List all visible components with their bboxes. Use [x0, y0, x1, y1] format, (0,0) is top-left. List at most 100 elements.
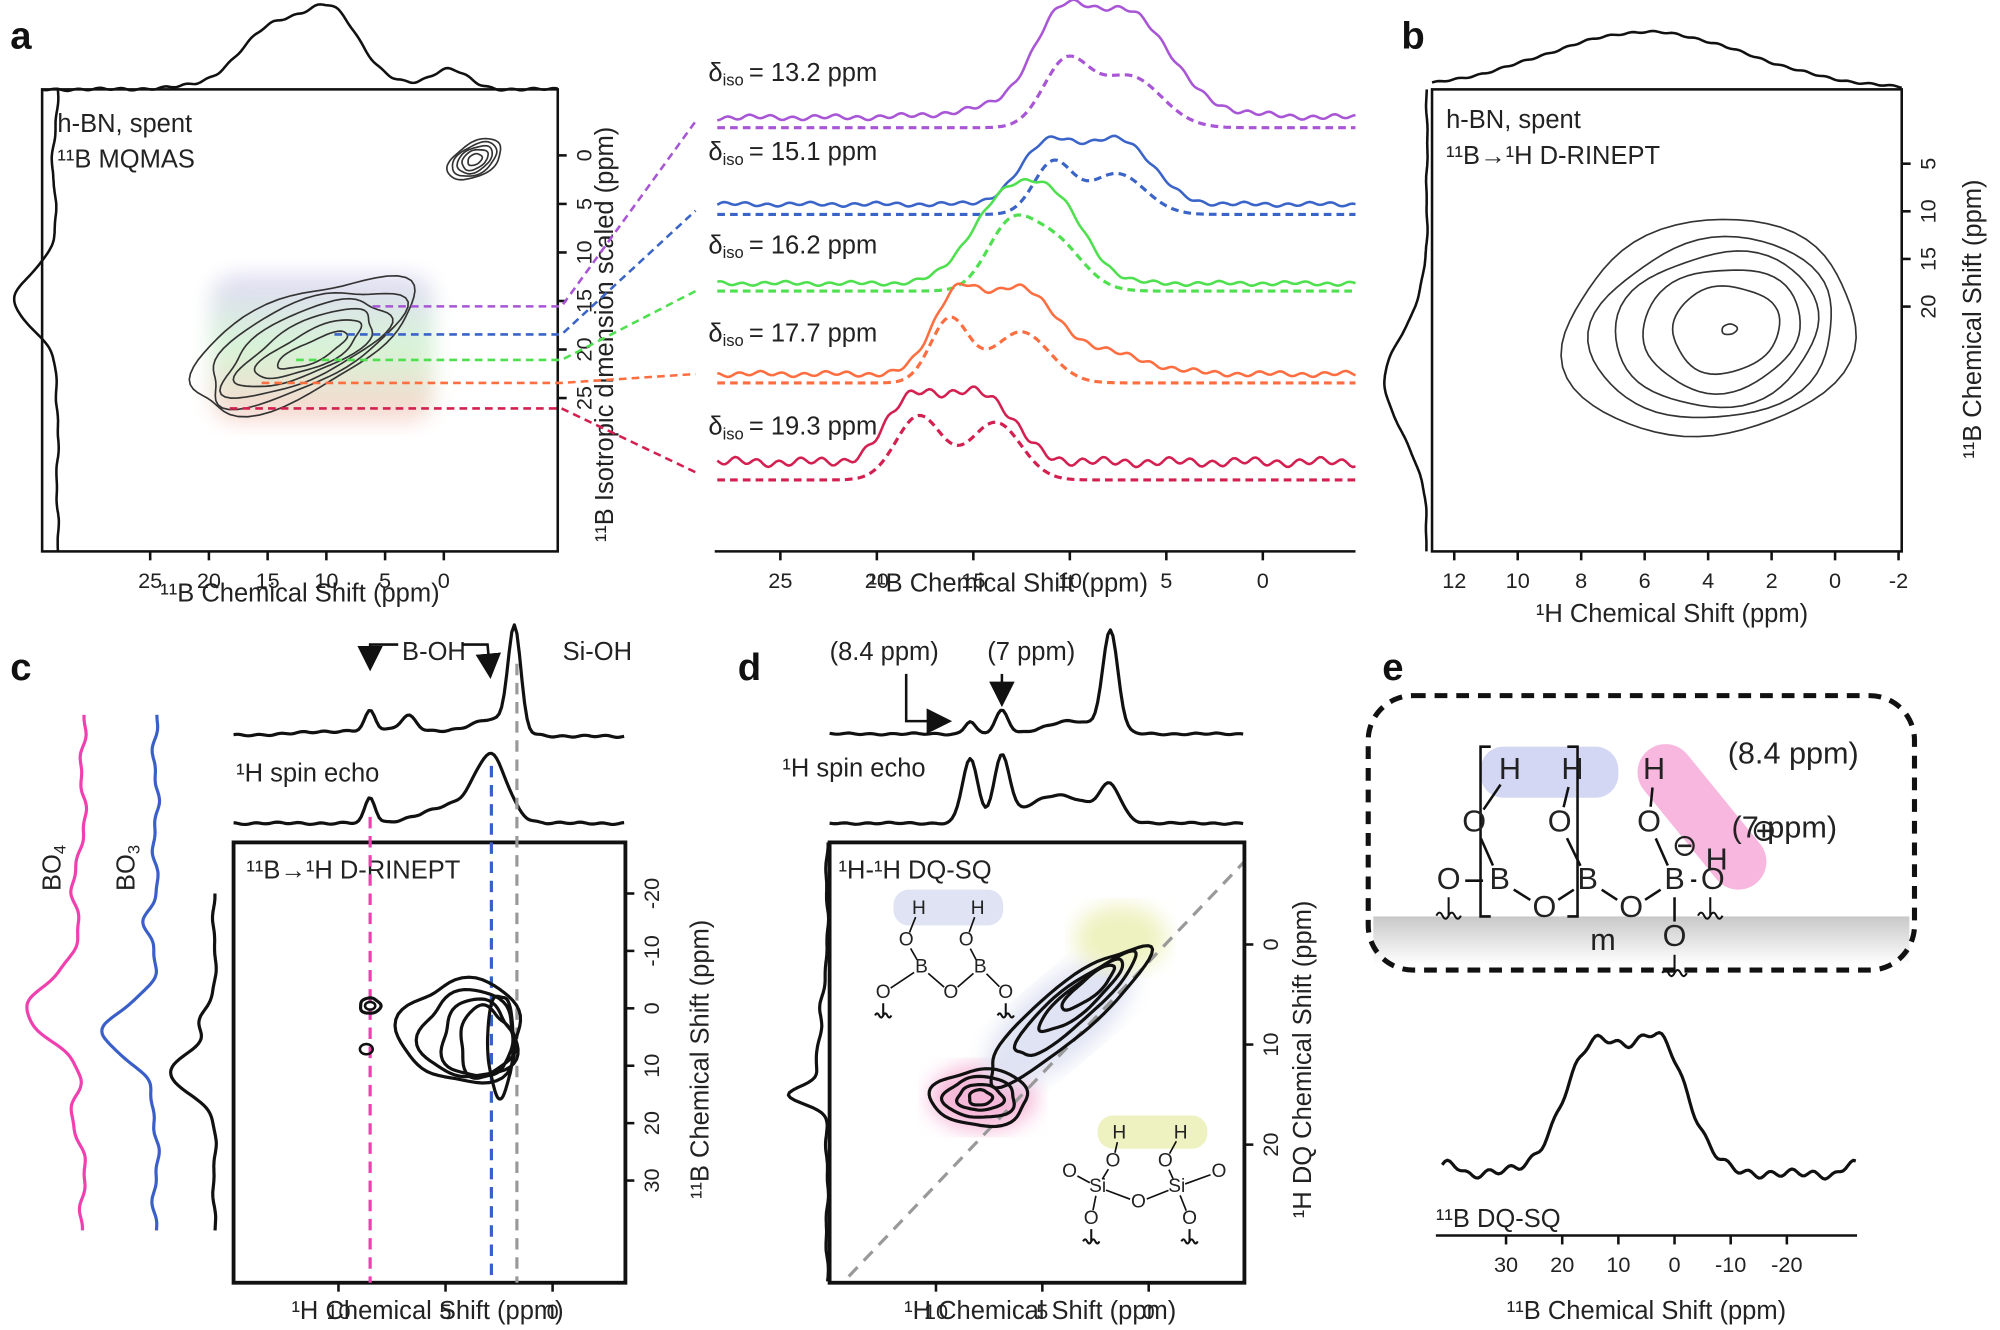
x-tick-label: 5	[440, 1299, 452, 1324]
bond	[985, 973, 1001, 988]
atom: O	[1158, 1151, 1173, 1172]
spectrum	[717, 158, 1356, 217]
atom: H	[1706, 843, 1728, 877]
y-tick-label: 20	[572, 337, 597, 361]
x-tick-label: -20	[1771, 1252, 1802, 1277]
contour	[188, 275, 416, 418]
atom: B	[915, 957, 928, 978]
bond	[1479, 837, 1495, 867]
annotation: ¹H spin echo	[782, 754, 925, 782]
spectrum	[829, 753, 1244, 826]
bond	[957, 972, 975, 988]
site-symbol: δ	[708, 138, 722, 166]
arrow	[462, 643, 502, 680]
spectrum	[1440, 1030, 1857, 1181]
x-tick-label: 0	[1257, 568, 1269, 593]
spectrum	[717, 177, 1356, 288]
atom: O	[1532, 890, 1556, 924]
spectrum	[716, 0, 1356, 122]
x-tick-label: 20	[197, 568, 221, 593]
projection-label: BO3	[112, 845, 143, 891]
contour	[927, 1067, 1030, 1129]
panel-label: ¹¹B MQMAS	[57, 146, 195, 174]
bracket	[1479, 745, 1579, 918]
x-axis-label: ¹H Chemical Shift (ppm)	[291, 1297, 563, 1325]
connector	[229, 407, 697, 474]
atom: O	[1131, 1191, 1146, 1212]
x-tick-label: 0	[1143, 1299, 1155, 1324]
atom: (7 ppm)	[1732, 811, 1838, 845]
atom: O	[899, 930, 914, 951]
site-symbol: δ	[708, 319, 722, 347]
x-tick-label: 15	[256, 568, 280, 593]
surface-link	[1661, 954, 1688, 978]
contour	[1671, 285, 1781, 376]
y-tick-label: 15	[572, 289, 597, 313]
x-tick-label: 20	[1550, 1252, 1574, 1277]
y-tick-label: 30	[639, 1168, 664, 1192]
surface-link	[1082, 1229, 1101, 1245]
atom: (8.4 ppm)	[1728, 737, 1859, 771]
contour	[939, 1074, 1016, 1119]
y-tick-label: 0	[639, 1002, 664, 1014]
x-tick-label: 30	[1494, 1252, 1518, 1277]
surface-link	[1180, 1229, 1199, 1245]
spectrum	[100, 714, 162, 1231]
panel-letter: a	[10, 14, 32, 57]
contour	[358, 996, 383, 1015]
x-tick-label: 0	[438, 568, 450, 593]
spectrum	[716, 385, 1356, 469]
x-tick-label: 10	[326, 1299, 350, 1324]
bond	[1114, 1141, 1119, 1153]
bond	[1077, 1175, 1091, 1184]
surface-link	[1435, 897, 1462, 920]
x-axis-label: ¹H Chemical Shift (ppm)	[904, 1297, 1176, 1325]
y-axis-label: ¹H DQ Chemical Shift (ppm)	[1289, 901, 1317, 1219]
bond	[1105, 1189, 1131, 1200]
atom: ⊖	[1672, 829, 1698, 863]
spectrum	[716, 134, 1356, 208]
site-subscript: iso	[723, 331, 744, 350]
projection-text: BO	[112, 854, 140, 891]
spectrum-label: ¹¹B DQ-SQ	[1436, 1205, 1561, 1233]
annotation: ¹¹B→¹H D-RINEPT	[246, 856, 460, 884]
panel-letter: d	[738, 646, 761, 689]
x-tick-label: 15	[961, 568, 985, 593]
atom: B	[974, 957, 987, 978]
site-label: δiso = 17.7 ppm	[708, 319, 877, 350]
highlight	[1480, 746, 1619, 798]
bond	[1644, 888, 1662, 901]
site-text: = 13.2 ppm	[749, 59, 877, 87]
highlight	[1097, 1115, 1208, 1149]
contour	[1587, 235, 1832, 419]
x-tick-label: 20	[865, 568, 889, 593]
spectrum	[169, 893, 218, 1231]
bond	[1654, 837, 1669, 867]
annotation: (8.4 ppm)	[830, 638, 939, 666]
contour	[393, 975, 523, 1085]
contour	[1721, 323, 1739, 336]
contour	[485, 994, 515, 1101]
bond	[927, 972, 945, 988]
site-label: δiso = 19.3 ppm	[708, 412, 877, 443]
y-axis-label: ¹¹B Chemical Shift (ppm)	[1959, 179, 1987, 458]
x-tick-label: 0	[547, 1299, 559, 1324]
atom: H	[1499, 752, 1521, 786]
contour	[459, 1003, 515, 1080]
atom: O	[876, 982, 891, 1003]
x-axis-label: ¹¹B Chemical Shift (ppm)	[160, 580, 439, 608]
x-tick-label: 10	[924, 1299, 948, 1324]
highlight	[1637, 744, 1767, 890]
x-tick-label: 5	[1160, 568, 1172, 593]
bond	[908, 916, 917, 933]
atom: H	[971, 898, 985, 919]
contour	[1012, 949, 1138, 1058]
y-tick-label: 20	[1258, 1133, 1283, 1157]
connector	[334, 209, 697, 336]
contour	[456, 144, 493, 175]
contour	[461, 148, 490, 172]
annotation: ¹H spin echo	[236, 759, 379, 787]
highlight	[210, 274, 434, 422]
panel-letter: e	[1382, 646, 1403, 689]
